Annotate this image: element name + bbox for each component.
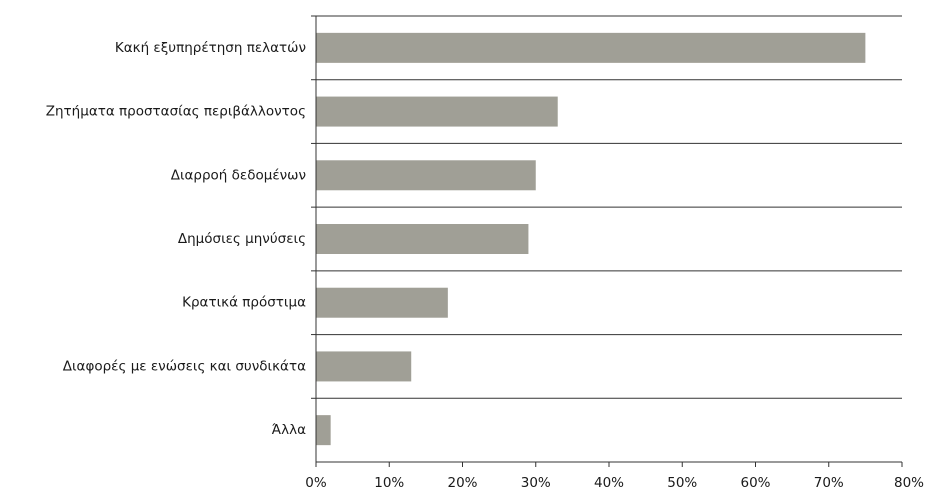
category-label: Κακή εξυπηρέτηση πελατών <box>115 40 306 56</box>
category-label: Δημόσιες μηνύσεις <box>178 231 306 247</box>
x-tick-label: 50% <box>667 475 697 491</box>
bar <box>316 96 558 127</box>
x-axis: 0% 10% 20% 30% 40% 50% 60% 70% 80% <box>305 16 924 491</box>
x-tick-label: 10% <box>374 475 404 491</box>
x-tick-label: 0% <box>305 475 327 491</box>
category-label: Ζητήματα προστασίας περιβάλλοντος <box>46 104 306 120</box>
bar <box>316 32 866 63</box>
bars-group <box>316 32 866 446</box>
category-label: Άλλα <box>272 422 306 438</box>
bar <box>316 160 536 191</box>
category-label: Διαρροή δεδομένων <box>171 167 306 183</box>
x-tick-label: 70% <box>814 475 844 491</box>
x-tick-label: 30% <box>521 475 551 491</box>
x-tick-label: 40% <box>594 475 624 491</box>
category-labels: Κακή εξυπηρέτηση πελατών Ζητήματα προστασ… <box>46 40 306 438</box>
bar <box>316 415 331 446</box>
x-tick-label: 80% <box>894 475 924 491</box>
category-label: Διαφορές με ενώσεις και συνδικάτα <box>63 358 306 374</box>
bar <box>316 351 412 382</box>
grid-lines <box>311 15 902 399</box>
category-label: Κρατικά πρόστιμα <box>182 295 306 311</box>
bar <box>316 287 448 318</box>
x-tick-label: 20% <box>447 475 477 491</box>
x-tick-label: 60% <box>740 475 770 491</box>
bar <box>316 224 529 254</box>
